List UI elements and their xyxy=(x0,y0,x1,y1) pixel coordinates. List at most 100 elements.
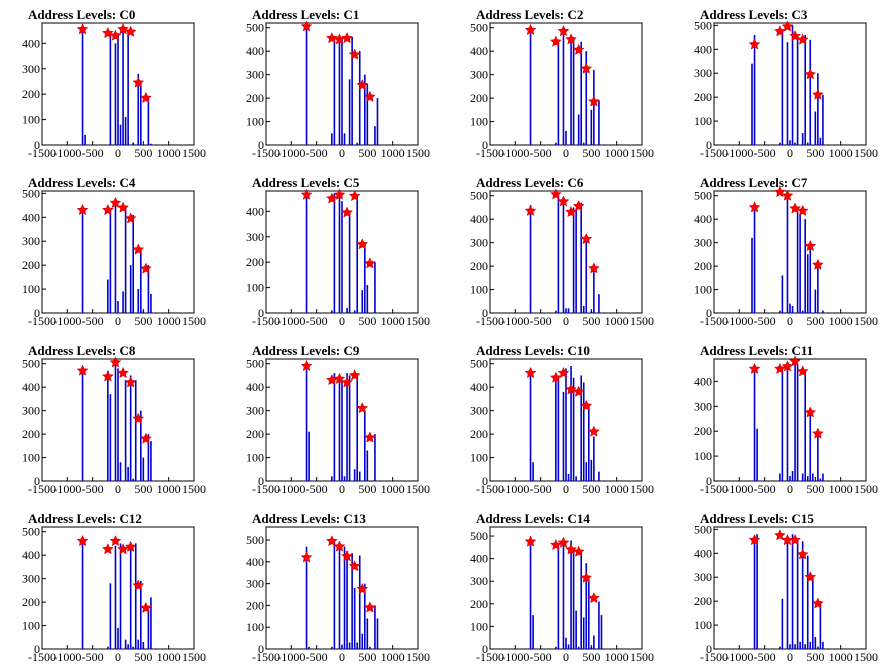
peak-star-marker xyxy=(524,535,537,547)
x-tick-label: 1500 xyxy=(630,146,654,160)
y-tick-label: 500 xyxy=(246,21,264,35)
peak-star-marker xyxy=(773,25,786,37)
peak-star-marker xyxy=(333,540,346,552)
x-tick-label: -1500 xyxy=(252,482,280,496)
y-tick-label: 0 xyxy=(482,474,488,488)
peak-star-marker xyxy=(109,534,122,547)
peak-star-marker xyxy=(132,412,145,424)
y-tick-label: 0 xyxy=(34,306,40,320)
peak-star-marker xyxy=(773,362,786,374)
x-tick-label: -1500 xyxy=(28,314,56,328)
peak-star-marker xyxy=(132,579,145,591)
x-tick-label: 0 xyxy=(339,314,345,328)
peak-star-marker xyxy=(804,239,817,252)
peak-star-marker xyxy=(124,25,137,37)
x-tick-label: 500 xyxy=(358,482,376,496)
x-tick-label: -500 xyxy=(306,650,328,664)
x-tick-label: -500 xyxy=(82,146,104,160)
x-tick-label: 0 xyxy=(339,482,345,496)
peak-star-marker xyxy=(804,68,817,80)
x-tick-label: 500 xyxy=(134,314,152,328)
chart-panel: Address Levels: C5-1500-1000 -500 0 500 1000… xyxy=(246,175,430,328)
peak-star-marker xyxy=(580,232,593,245)
chart-title: Address Levels: C13 xyxy=(252,511,366,526)
x-tick-label: -1000 xyxy=(53,314,81,328)
peak-star-marker xyxy=(325,373,338,386)
peak-star-marker xyxy=(549,35,562,47)
y-tick-label: 400 xyxy=(246,555,264,569)
y-tick-label: 300 xyxy=(470,68,488,82)
x-tick-label: -1000 xyxy=(501,314,529,328)
x-tick-label: -500 xyxy=(754,146,776,160)
x-tick-label: -500 xyxy=(530,650,552,664)
x-tick-label: 1500 xyxy=(406,650,430,664)
y-tick-label: 0 xyxy=(34,642,40,656)
x-tick-label: 1500 xyxy=(406,146,430,160)
chart-title: Address Levels: C12 xyxy=(28,511,142,526)
x-tick-label: 1500 xyxy=(406,482,430,496)
y-tick-label: 300 xyxy=(694,570,712,584)
y-tick-label: 100 xyxy=(22,451,40,465)
x-tick-label: 0 xyxy=(787,650,793,664)
y-tick-label: 200 xyxy=(22,258,40,272)
peak-star-marker xyxy=(748,362,761,374)
x-tick-label: 1000 xyxy=(157,146,181,160)
y-tick-label: 0 xyxy=(258,474,264,488)
peak-star-marker xyxy=(117,366,129,379)
y-tick-label: 100 xyxy=(470,115,488,129)
y-tick-label: 400 xyxy=(22,548,40,562)
peak-star-marker xyxy=(781,189,794,201)
chart-title: Address Levels: C2 xyxy=(476,7,583,22)
y-tick-label: 200 xyxy=(470,427,488,441)
x-tick-label: -1500 xyxy=(476,650,504,664)
chart-title: Address Levels: C10 xyxy=(476,343,590,358)
peak-star-marker xyxy=(300,551,313,563)
peak-star-marker xyxy=(565,33,577,45)
x-tick-label: 500 xyxy=(358,146,376,160)
peak-star-marker xyxy=(325,534,338,547)
x-tick-label: -1000 xyxy=(277,650,305,664)
x-tick-label: -1500 xyxy=(28,146,56,160)
chart-panel: Address Levels: C10 -1500-1000 -500 0 500 100… xyxy=(470,343,654,496)
peak-star-marker xyxy=(348,369,361,381)
peak-star-marker xyxy=(139,432,152,444)
peak-star-marker xyxy=(796,365,809,377)
x-tick-label: -1500 xyxy=(700,482,728,496)
chart-title: Address Levels: C3 xyxy=(700,7,808,22)
y-tick-label: 200 xyxy=(246,255,264,269)
x-tick-label: -500 xyxy=(530,146,552,160)
chart-title: Address Levels: C8 xyxy=(28,343,136,358)
y-tick-label: 500 xyxy=(22,186,40,200)
peak-star-marker xyxy=(109,196,122,208)
peak-star-marker xyxy=(549,371,562,383)
peak-star-marker xyxy=(363,601,376,613)
peak-star-marker xyxy=(580,62,593,74)
x-tick-label: 1000 xyxy=(605,314,629,328)
y-tick-label: 200 xyxy=(694,90,712,104)
peak-star-marker xyxy=(76,23,89,35)
x-tick-label: 1500 xyxy=(182,146,206,160)
x-tick-label: -1000 xyxy=(277,146,305,160)
x-tick-label: 1500 xyxy=(854,314,878,328)
peak-star-marker xyxy=(363,257,376,269)
chart-panel: Address Levels: C7-1500-1000 -500 0 500 1000… xyxy=(694,175,878,328)
peak-star-marker xyxy=(781,360,794,372)
plot-frame xyxy=(713,358,867,482)
x-tick-label: 500 xyxy=(582,314,600,328)
peak-star-marker xyxy=(789,355,801,367)
y-tick-label: 100 xyxy=(470,619,488,633)
chart-panel: Address Levels: C6-1500-1000 -500 0 500 1000… xyxy=(470,175,654,328)
x-tick-label: 1500 xyxy=(182,650,206,664)
peak-star-marker xyxy=(139,601,152,613)
peak-star-marker xyxy=(117,23,129,35)
peak-star-marker xyxy=(300,20,313,32)
peak-star-marker xyxy=(587,425,600,437)
chart-title: Address Levels: C0 xyxy=(28,7,135,22)
x-tick-label: 0 xyxy=(563,650,569,664)
x-tick-label: -1000 xyxy=(501,482,529,496)
y-tick-label: 300 xyxy=(246,404,264,418)
peak-star-marker xyxy=(587,262,600,274)
x-tick-label: 1000 xyxy=(829,146,853,160)
peak-star-marker xyxy=(124,376,137,388)
x-tick-label: 1000 xyxy=(829,482,853,496)
